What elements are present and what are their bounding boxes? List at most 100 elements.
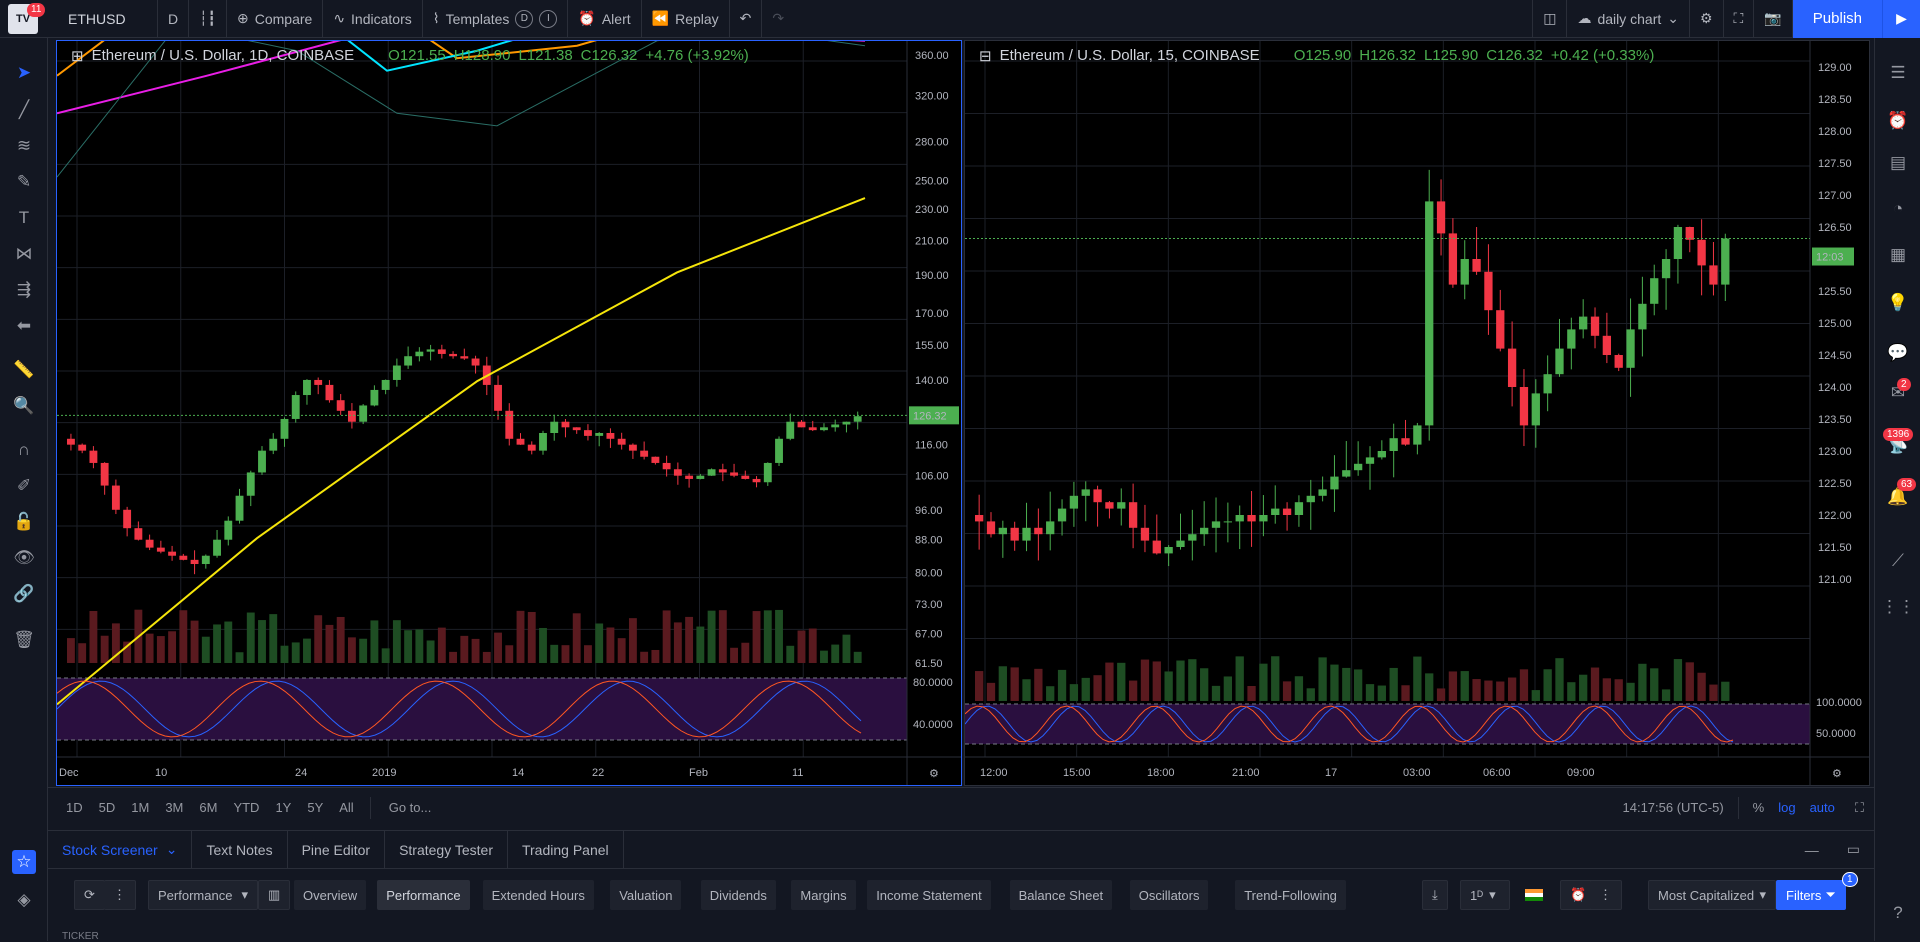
tab-trading-panel[interactable]: Trading Panel [508, 830, 624, 869]
trend-icon[interactable]: ⟋ [1892, 551, 1904, 570]
screener-tab-margins[interactable]: Margins [791, 880, 856, 910]
chart-left-title[interactable]: Ethereum / U.S. Dollar, 1D, COINBASE [91, 47, 355, 64]
snapshot-button[interactable]: 📷 [1754, 0, 1793, 38]
range-1y[interactable]: 1Y [275, 800, 292, 815]
range-ytd[interactable]: YTD [233, 800, 260, 815]
interval-button[interactable]: D [158, 0, 190, 38]
layout-select-button[interactable]: ◫ [1532, 0, 1568, 38]
cursor-icon[interactable]: ➤ [16, 63, 32, 82]
magnet-icon[interactable]: ∩ [17, 440, 31, 459]
symbol-search[interactable]: ETHUSD [46, 0, 158, 38]
refresh-button[interactable]: ⟳ [74, 880, 105, 910]
range-1m[interactable]: 1M [131, 800, 150, 815]
templates-button[interactable]: ⌇ Templates D I [423, 0, 569, 38]
country-flag-button[interactable] [1516, 880, 1552, 910]
settings-button[interactable]: ⚙ [1690, 0, 1724, 38]
d-circle-icon[interactable]: D [515, 9, 534, 28]
favorite-star-icon[interactable]: ☆ [12, 850, 36, 874]
range-5d[interactable]: 5D [98, 800, 116, 815]
indicators-button[interactable]: ∿ Indicators [323, 0, 423, 38]
prediction-icon[interactable]: ⇶ [16, 280, 32, 299]
range-1d[interactable]: 1D [66, 800, 83, 815]
eye-icon[interactable]: 👁 [13, 548, 35, 567]
replay-button[interactable]: ⏪ Replay [642, 0, 730, 38]
help-icon[interactable]: ? [1893, 903, 1903, 922]
screener-tab-performance[interactable]: Performance [377, 880, 470, 910]
minimize-icon[interactable]: — [1804, 841, 1819, 858]
chart-right-title[interactable]: Ethereum / U.S. Dollar, 15, COINBASE [999, 47, 1260, 64]
screener-tab-oscillators[interactable]: Oscillators [1129, 880, 1209, 910]
chart-left-canvas[interactable]: 360.00 320.00 280.00 250.00 230.00 210.00 190.… [57, 41, 962, 786]
range-3m[interactable]: 3M [165, 800, 184, 815]
chart-right[interactable]: 129.00 128.50 128.00 127.50 127.00 126.50 125.… [964, 40, 1870, 786]
ideas-icon[interactable]: 💡 [1887, 293, 1909, 312]
goto-button[interactable]: Go to... [388, 800, 432, 815]
fib-icon[interactable]: ≋ [16, 136, 32, 155]
clock-label[interactable]: 14:17:56 (UTC-5) [1622, 800, 1724, 815]
chart-right-canvas[interactable]: 129.00 128.50 128.00 127.50 127.00 126.50 125.… [965, 41, 1870, 786]
alert-button[interactable]: ⏰ Alert [568, 0, 642, 38]
export-button[interactable]: ⤓ [1422, 880, 1448, 910]
fullscreen-chart-icon[interactable]: ⛶ [1854, 799, 1864, 815]
data-window-icon[interactable]: ▤ [1889, 153, 1907, 172]
chats-icon[interactable]: 💬 [1887, 343, 1909, 362]
tab-strategy-tester[interactable]: Strategy Tester [385, 830, 508, 869]
tab-pine-editor[interactable]: Pine Editor [288, 830, 386, 869]
more-menu-button[interactable]: ⋮ [104, 880, 136, 910]
redo-button[interactable]: ↷ [762, 0, 794, 38]
screener-tab-balance-sheet[interactable]: Balance Sheet [1009, 880, 1113, 910]
range-all[interactable]: All [339, 800, 354, 815]
log-toggle[interactable]: log [1778, 800, 1796, 815]
sort-select[interactable]: Most Capitalized ▾ [1648, 880, 1776, 910]
chart-type-button[interactable]: ┆┇ [189, 0, 227, 38]
screener-tab-extended-hours[interactable]: Extended Hours [482, 880, 594, 910]
trash-icon[interactable]: 🗑 [13, 630, 35, 649]
screener-tab-dividends[interactable]: Dividends [700, 880, 776, 910]
zoom-icon[interactable]: 🔍 [13, 396, 35, 415]
lock-icon[interactable]: 🔓 [13, 512, 35, 531]
alarm-more-button[interactable]: ⋮ [1590, 880, 1622, 910]
legend-minus-icon[interactable]: ⊟ [979, 48, 992, 65]
info-circle-icon[interactable]: I [539, 9, 558, 28]
layers-icon[interactable]: ◈ [17, 890, 31, 909]
text-icon[interactable]: T [18, 208, 30, 227]
depth-icon[interactable]: ⋮⋮ [1881, 597, 1915, 616]
auto-toggle[interactable]: auto [1809, 800, 1835, 815]
play-button[interactable]: ▶ [1882, 0, 1920, 38]
interval-select[interactable]: 1ᴰ ▾ [1460, 880, 1510, 910]
lock-drawing-icon[interactable]: ✐ [16, 476, 32, 495]
screener-tab-trend-following[interactable]: Trend-Following [1235, 880, 1346, 910]
calendar-icon[interactable]: ▦ [1889, 245, 1907, 264]
filters-button[interactable]: Filters ⏷ [1776, 880, 1846, 910]
columns-button[interactable]: ▥ [258, 880, 291, 910]
trend-line-icon[interactable]: ╱ [18, 100, 30, 119]
compare-button[interactable]: ⊕ Compare [227, 0, 324, 38]
range-5y[interactable]: 5Y [307, 800, 324, 815]
columns-preset-select[interactable]: Performance ▾ [148, 880, 258, 910]
chart-left[interactable]: 360.00 320.00 280.00 250.00 230.00 210.00 190.… [56, 40, 962, 786]
publish-button[interactable]: Publish [1792, 0, 1882, 38]
screener-tab-valuation[interactable]: Valuation [610, 880, 682, 910]
brush-icon[interactable]: ✎ [16, 172, 32, 191]
fullscreen-button[interactable]: ⛶ [1724, 0, 1755, 38]
pattern-icon[interactable]: ⋈ [15, 244, 33, 263]
screener-tab-income-statement[interactable]: Income Statement [867, 880, 991, 910]
ticker-column-header[interactable]: TICKER [62, 931, 99, 942]
ruler-icon[interactable]: 📏 [13, 360, 35, 379]
hotlist-icon[interactable]: ◔ [1892, 199, 1904, 218]
watchlist-icon[interactable]: ☰ [1890, 63, 1906, 82]
range-6m[interactable]: 6M [199, 800, 218, 815]
undo-button[interactable]: ↶ [730, 0, 763, 38]
tab-text-notes[interactable]: Text Notes [192, 830, 288, 869]
notifications-icon[interactable]: 🔔 [1887, 487, 1909, 506]
alerts-list-icon[interactable]: ⏰ [1887, 111, 1909, 130]
maximize-icon[interactable]: ▭ [1846, 841, 1860, 857]
link-icon[interactable]: 🔗 [13, 584, 35, 603]
back-arrow-icon[interactable]: ⬅ [16, 316, 32, 335]
user-avatar[interactable]: TV 11 [0, 0, 46, 38]
tab-stock-screener[interactable]: Stock Screener ⌄ [48, 830, 193, 869]
screener-tab-overview[interactable]: Overview [294, 880, 367, 910]
layout-name-button[interactable]: ☁ daily chart ⌄ [1567, 0, 1690, 38]
legend-plus-icon[interactable]: ⊞ [71, 48, 84, 65]
percent-toggle[interactable]: % [1752, 800, 1765, 815]
